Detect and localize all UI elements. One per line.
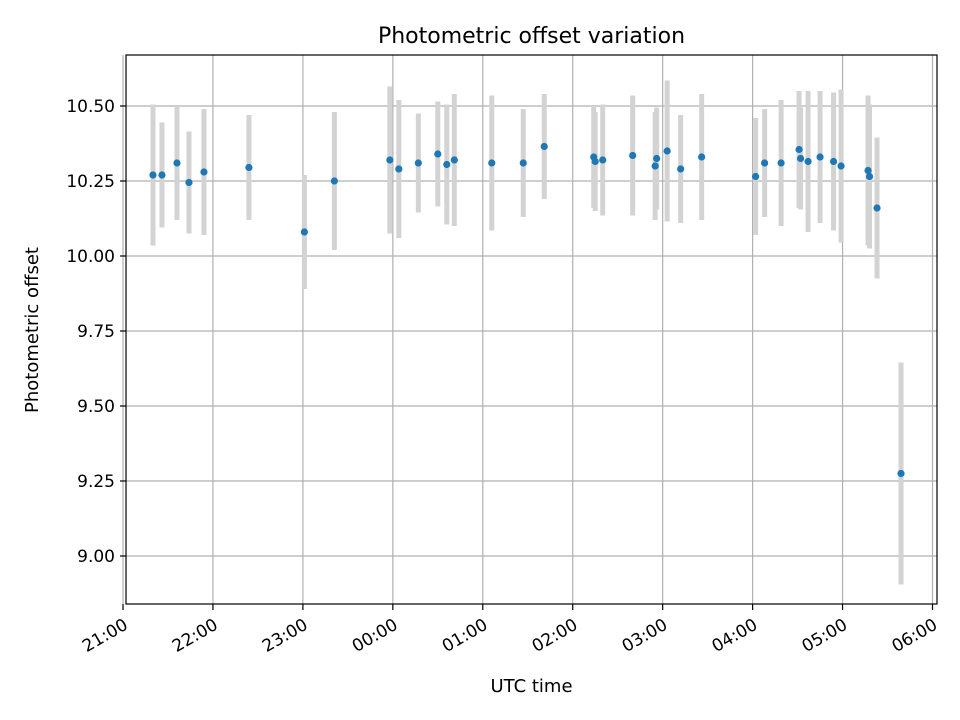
y-axis-label: Photometric offset bbox=[22, 247, 43, 413]
y-axis-ticks: 9.00 9.25 9.50 9.75 10.00 10.25 10.50 bbox=[66, 97, 126, 567]
data-point bbox=[629, 151, 637, 160]
x-axis-ticks: 21:00 22:00 23:00 00:00 01:00 02:00 03:00 04:00… bbox=[79, 604, 941, 657]
data-point bbox=[752, 172, 760, 181]
data-point bbox=[149, 171, 157, 179]
y-tick-label: 9.00 bbox=[77, 547, 115, 567]
data-point bbox=[865, 172, 874, 181]
data-point bbox=[173, 159, 181, 167]
grid-lines bbox=[122, 55, 937, 604]
data-point bbox=[804, 157, 812, 166]
x-tick-label: 01:00 bbox=[439, 615, 491, 657]
x-tick-label: 06:00 bbox=[889, 615, 941, 657]
data-point bbox=[200, 168, 208, 176]
data-point bbox=[651, 162, 659, 170]
data-points bbox=[149, 142, 905, 478]
x-tick-label: 03:00 bbox=[619, 615, 671, 657]
data-point bbox=[591, 157, 599, 166]
data-point bbox=[698, 153, 706, 161]
data-point bbox=[443, 160, 451, 169]
chart-title: Photometric offset variation bbox=[378, 24, 685, 49]
y-tick-label: 9.50 bbox=[77, 397, 115, 417]
data-point bbox=[599, 156, 607, 164]
x-tick-label: 04:00 bbox=[709, 615, 761, 657]
data-point bbox=[796, 154, 805, 163]
data-point bbox=[829, 157, 838, 166]
plot-frame bbox=[125, 54, 938, 605]
y-tick-label: 10.00 bbox=[66, 247, 115, 267]
error-bars bbox=[150, 80, 904, 585]
data-point bbox=[897, 469, 905, 478]
data-point bbox=[777, 159, 785, 167]
data-point bbox=[864, 166, 872, 175]
data-point bbox=[488, 159, 496, 167]
data-point bbox=[185, 178, 193, 187]
data-point bbox=[519, 159, 527, 167]
data-point bbox=[540, 142, 548, 151]
y-tick-label: 10.25 bbox=[66, 172, 115, 192]
data-point bbox=[795, 145, 803, 154]
x-tick-label: 21:00 bbox=[79, 615, 131, 657]
y-tick-label: 9.75 bbox=[77, 322, 115, 342]
data-point bbox=[663, 147, 671, 155]
data-point bbox=[158, 171, 166, 179]
y-tick-label: 9.25 bbox=[77, 472, 115, 492]
x-tick-label: 05:00 bbox=[799, 615, 851, 657]
data-point bbox=[395, 165, 403, 173]
x-axis-label: UTC time bbox=[490, 676, 572, 697]
data-point bbox=[434, 150, 442, 158]
x-tick-label: 02:00 bbox=[529, 615, 581, 657]
data-point bbox=[873, 204, 881, 212]
data-point bbox=[330, 177, 338, 185]
data-point bbox=[761, 159, 769, 167]
data-point bbox=[450, 156, 458, 164]
data-point bbox=[816, 153, 824, 161]
data-point bbox=[837, 162, 845, 170]
x-tick-label: 22:00 bbox=[169, 615, 221, 657]
x-tick-label: 00:00 bbox=[349, 615, 401, 657]
data-point bbox=[386, 156, 394, 164]
data-point bbox=[245, 163, 253, 172]
data-point bbox=[677, 165, 685, 173]
data-point bbox=[300, 228, 308, 236]
data-point bbox=[653, 154, 661, 163]
data-point bbox=[414, 159, 422, 167]
x-tick-label: 23:00 bbox=[259, 615, 311, 657]
y-tick-label: 10.50 bbox=[66, 97, 115, 117]
